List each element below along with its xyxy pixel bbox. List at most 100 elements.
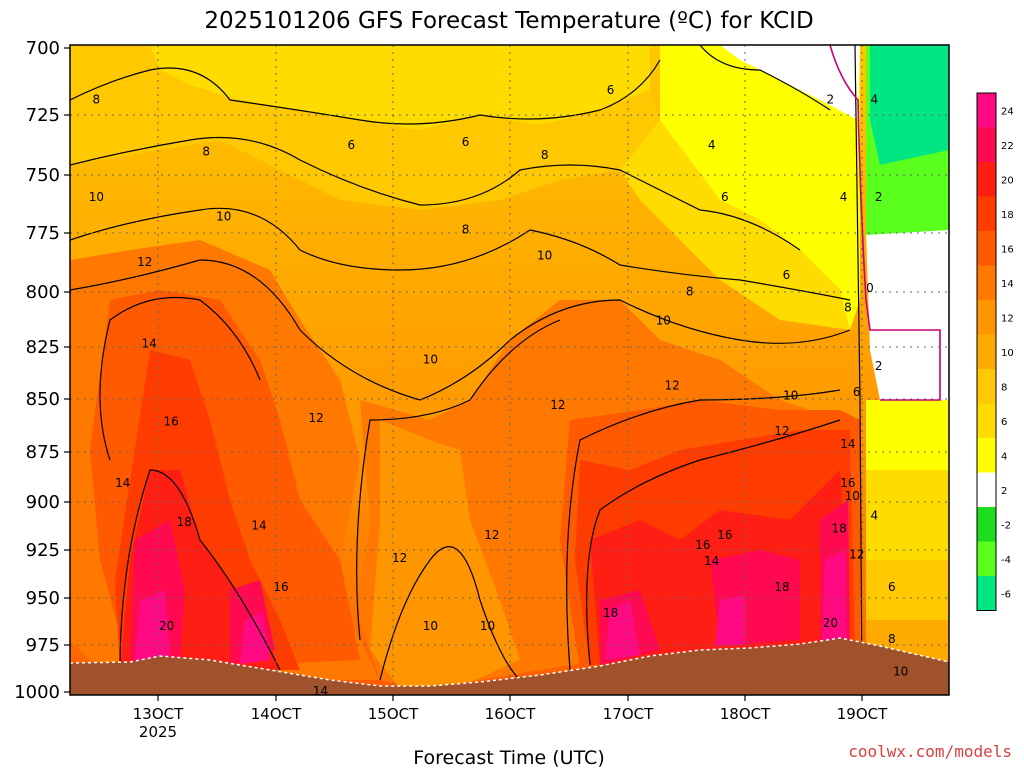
contour-label: 6 xyxy=(607,83,615,97)
y-tick-label: 975 xyxy=(26,635,60,656)
band-24c-left xyxy=(135,590,170,660)
band-8c-lower xyxy=(866,560,949,620)
contour-label: 16 xyxy=(163,414,178,428)
contour-label: 6 xyxy=(783,268,791,282)
y-tick-label: 950 xyxy=(26,588,60,609)
x-tick-label: 18OCT xyxy=(720,705,771,723)
contour-label: 12 xyxy=(849,548,864,562)
band-24c-right-3 xyxy=(822,550,847,642)
terrain-edge xyxy=(70,637,949,687)
x-tick-label: 17OCT xyxy=(603,705,654,723)
colorbar-label: 22 xyxy=(1001,141,1014,152)
colorbar-label: -4 xyxy=(1001,555,1011,566)
colorbar-swatch xyxy=(977,472,996,508)
colorbar-swatch xyxy=(977,403,996,439)
contour-lines xyxy=(70,45,863,691)
colorbar-label: 14 xyxy=(1001,279,1014,290)
y-axis: 700 725 750 775 800 825 850 875 900 925 950 975 1000 xyxy=(14,38,70,703)
contour-label: 12 xyxy=(308,411,323,425)
contour-label: 8 xyxy=(888,632,896,646)
x-axis-title: Forecast Time (UTC) xyxy=(413,747,604,768)
contour-label: 20 xyxy=(823,616,838,630)
contour-label: 8 xyxy=(93,93,101,107)
x-tick-label: 15OCT xyxy=(368,705,419,723)
credit-text[interactable]: coolwx.com/models xyxy=(848,742,1012,761)
colorbar-swatch xyxy=(977,162,996,197)
band-10c-mid xyxy=(370,420,520,688)
contour-label: 12 xyxy=(392,551,407,565)
band-8c-upper xyxy=(70,45,660,210)
x-tick-label: 16OCT xyxy=(485,705,536,723)
contour-label: 4 xyxy=(840,190,848,204)
colorbar-swatch xyxy=(977,507,996,542)
colorbar-label: 24 xyxy=(1001,107,1014,118)
zero-contour xyxy=(829,45,941,401)
contour-label: 0 xyxy=(866,281,874,295)
contour-label: 16 xyxy=(695,538,710,552)
y-tick-label: 825 xyxy=(26,337,60,358)
colorbar-label: 16 xyxy=(1001,245,1014,256)
plot-area xyxy=(70,45,949,695)
contour-label: 10 xyxy=(656,314,671,328)
contour-label: 18 xyxy=(177,515,192,529)
colorbar-label: 18 xyxy=(1001,210,1014,221)
colorbar-swatch xyxy=(977,369,996,404)
y-tick-label: 875 xyxy=(26,442,60,463)
contour-label: 8 xyxy=(202,145,210,159)
contour-label: 16 xyxy=(273,580,288,594)
contour-label: 14 xyxy=(141,336,156,350)
contour-label: 6 xyxy=(888,580,896,594)
contour-label: 8 xyxy=(462,223,470,237)
colorbar-label: 12 xyxy=(1001,314,1014,325)
contour-label: 10 xyxy=(423,619,438,633)
y-tick-label: 900 xyxy=(26,492,60,513)
colorbar-label: -2 xyxy=(1001,521,1011,532)
contour-label: 10 xyxy=(480,619,495,633)
band-6c-right xyxy=(620,120,850,330)
contour-label: 14 xyxy=(704,554,719,568)
contour-label: 6 xyxy=(721,190,729,204)
y-tick-label: 800 xyxy=(26,282,60,303)
y-tick-label: 1000 xyxy=(14,682,60,703)
colorbar-swatch xyxy=(977,231,996,266)
colorbar-swatch xyxy=(977,541,996,577)
contour-label: 8 xyxy=(686,284,694,298)
contour-label: 10 xyxy=(423,353,438,367)
colorbar-label: 10 xyxy=(1001,348,1014,359)
contour-label: 2 xyxy=(875,359,883,373)
contour-label: 4 xyxy=(708,138,716,152)
contour-label: 8 xyxy=(844,301,852,315)
colorbar-swatch xyxy=(977,265,996,301)
colorbar-label: 2 xyxy=(1001,486,1007,497)
contour-label: 10 xyxy=(89,190,104,204)
colorbar-label: 6 xyxy=(1001,417,1007,428)
contour-label: 10 xyxy=(893,665,908,679)
contour-label: 12 xyxy=(550,398,565,412)
y-tick-label: 775 xyxy=(26,223,60,244)
chart-title: 2025101206 GFS Forecast Temperature (ºC)… xyxy=(204,8,813,34)
contour-label: 6 xyxy=(462,135,470,149)
colorbar-label: 4 xyxy=(1001,452,1007,463)
contour-label: 16 xyxy=(717,528,732,542)
contour-label: 18 xyxy=(603,606,618,620)
y-tick-label: 725 xyxy=(26,105,60,126)
contour-label: 12 xyxy=(137,255,152,269)
colorbar-swatch xyxy=(977,576,996,611)
y-tick-label: 850 xyxy=(26,389,60,410)
x-tick-label: 14OCT xyxy=(251,705,302,723)
colorbar-swatch xyxy=(977,127,996,163)
colorbar-label: 8 xyxy=(1001,383,1007,394)
contour-label: 14 xyxy=(840,437,855,451)
contour-label: 10 xyxy=(845,489,860,503)
contour-label: 18 xyxy=(831,522,846,536)
contour-label: 18 xyxy=(774,580,789,594)
colorbar-swatch xyxy=(977,93,996,128)
contour-label: 2 xyxy=(875,190,883,204)
contour-label: 2 xyxy=(827,93,835,107)
contour-label: 14 xyxy=(251,518,266,532)
colorbar: 24 22 20 18 16 14 12 10 8 6 4 2 -2 -4 -6 xyxy=(976,92,1014,611)
y-tick-label: 700 xyxy=(26,38,60,59)
x-axis: 13OCT 14OCT 15OCT 16OCT 17OCT 18OCT 19OCT xyxy=(133,695,888,723)
band-0c-white-2 xyxy=(866,230,949,400)
